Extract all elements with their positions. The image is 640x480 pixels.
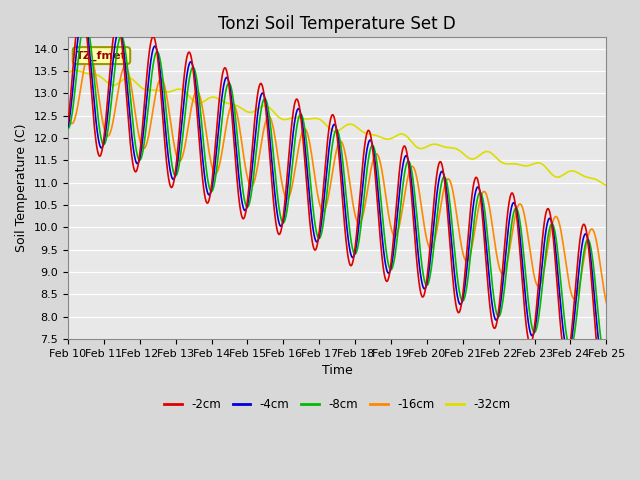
-4cm xyxy=(125,110,133,116)
-4cm xyxy=(534,303,542,309)
-16cm xyxy=(85,51,93,57)
-8cm xyxy=(157,66,165,72)
X-axis label: Time: Time xyxy=(322,364,353,377)
Line: -2cm: -2cm xyxy=(68,5,606,375)
-2cm xyxy=(602,354,610,360)
-16cm xyxy=(602,300,610,306)
Line: -8cm: -8cm xyxy=(68,20,606,363)
-4cm xyxy=(600,364,608,370)
-2cm xyxy=(77,2,85,8)
-32cm xyxy=(534,160,542,166)
-32cm xyxy=(64,70,72,76)
-16cm xyxy=(125,74,133,80)
-2cm xyxy=(125,132,133,138)
-8cm xyxy=(271,165,278,170)
-8cm xyxy=(294,118,302,123)
-4cm xyxy=(79,12,87,18)
-16cm xyxy=(271,132,278,138)
-2cm xyxy=(534,288,542,293)
-8cm xyxy=(592,288,600,293)
-8cm xyxy=(534,319,542,324)
-32cm xyxy=(592,177,600,182)
-8cm xyxy=(81,17,89,23)
-32cm xyxy=(602,183,610,189)
-16cm xyxy=(157,76,165,82)
-16cm xyxy=(534,283,542,289)
-2cm xyxy=(294,98,302,104)
-32cm xyxy=(157,88,165,94)
-4cm xyxy=(602,359,610,364)
-2cm xyxy=(271,210,278,216)
-8cm xyxy=(125,86,133,92)
-32cm xyxy=(72,68,79,73)
-4cm xyxy=(592,312,600,317)
-32cm xyxy=(125,75,133,81)
Y-axis label: Soil Temperature (C): Soil Temperature (C) xyxy=(15,124,28,252)
Legend: -2cm, -4cm, -8cm, -16cm, -32cm: -2cm, -4cm, -8cm, -16cm, -32cm xyxy=(159,393,515,416)
-2cm xyxy=(157,99,165,105)
-4cm xyxy=(64,124,72,130)
Line: -4cm: -4cm xyxy=(68,15,606,367)
Line: -32cm: -32cm xyxy=(68,71,606,186)
Title: Tonzi Soil Temperature Set D: Tonzi Soil Temperature Set D xyxy=(218,15,456,33)
Line: -16cm: -16cm xyxy=(68,54,606,303)
-32cm xyxy=(271,110,278,116)
-8cm xyxy=(64,126,72,132)
-32cm xyxy=(294,115,302,120)
-16cm xyxy=(64,112,72,118)
-4cm xyxy=(271,189,278,194)
-8cm xyxy=(602,360,610,366)
-4cm xyxy=(157,83,165,88)
-2cm xyxy=(598,372,606,378)
-2cm xyxy=(592,334,600,339)
-4cm xyxy=(294,106,302,112)
-8cm xyxy=(602,360,610,366)
-16cm xyxy=(294,148,302,154)
-16cm xyxy=(592,236,600,242)
-2cm xyxy=(64,120,72,125)
Text: TZ_fmet: TZ_fmet xyxy=(76,50,127,61)
